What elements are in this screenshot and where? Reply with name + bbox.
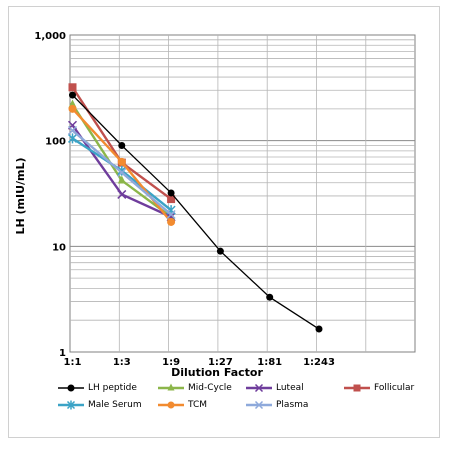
legend-item: Luteal	[244, 382, 344, 394]
data-point	[315, 325, 323, 333]
data-point	[69, 91, 76, 99]
data-point	[166, 209, 176, 220]
series-tcm	[68, 104, 176, 226]
data-point	[68, 104, 77, 113]
legend-item: LH peptide	[56, 382, 156, 394]
data-point	[266, 293, 274, 301]
legend-item: TCM	[156, 399, 256, 411]
x-tick-label: 1:1	[64, 357, 82, 368]
legend-item: Mid-Cycle	[156, 382, 256, 394]
x-tick-label: 1:81	[257, 357, 282, 368]
data-point	[167, 383, 175, 391]
legend-swatch	[246, 383, 272, 393]
legend-swatch	[158, 401, 184, 409]
tick-labels: 1 10 100 1,000 1:1 1:3 1:9 1:27 1:81 1:243	[34, 31, 335, 368]
legend-item: Male Serum	[56, 399, 156, 411]
data-point	[68, 83, 77, 92]
legend-swatch	[58, 400, 84, 410]
legend-label: Plasma	[276, 400, 309, 410]
legend-label: Mid-Cycle	[188, 383, 232, 393]
legend-item: Plasma	[244, 399, 344, 411]
legend-label: Follicular	[374, 383, 415, 393]
series-line	[72, 94, 320, 330]
legend-label: LH peptide	[88, 383, 137, 393]
data-point	[254, 383, 264, 393]
data-point	[117, 157, 126, 166]
chart-frame	[8, 6, 440, 438]
y-tick-label: 1	[59, 348, 66, 359]
data-point	[117, 175, 126, 184]
legend-item: Follicular	[342, 382, 442, 394]
y-tick-label: 1,000	[34, 31, 66, 42]
x-tick-label: 1:27	[208, 357, 233, 368]
data-point	[254, 400, 264, 410]
legend-swatch	[344, 384, 370, 392]
data-point	[167, 189, 175, 197]
x-axis-label: Dilution Factor	[171, 366, 263, 379]
y-tick-label: 10	[52, 242, 66, 253]
legend-label: TCM	[188, 400, 208, 410]
x-tick-label: 1:9	[162, 357, 180, 368]
x-tick-label: 1:243	[303, 357, 335, 368]
legend-swatch	[246, 400, 272, 410]
grid	[69, 34, 416, 353]
data-point	[67, 125, 78, 135]
data-point	[67, 133, 78, 144]
legend-label: Male Serum	[88, 400, 142, 410]
data-point	[216, 247, 224, 255]
legend-swatch	[158, 383, 184, 391]
data-point	[353, 384, 361, 392]
y-tick-label: 100	[45, 137, 66, 148]
data-point	[118, 142, 126, 150]
series-plasma	[67, 125, 176, 220]
legend-label: Luteal	[276, 383, 304, 393]
x-tick-label: 1:3	[113, 357, 131, 368]
data-point	[117, 189, 127, 199]
data-point	[167, 401, 175, 409]
legend-swatch	[58, 384, 84, 392]
series-layer	[67, 83, 323, 333]
data-point	[117, 167, 127, 178]
plot-area	[69, 34, 416, 353]
data-point	[167, 195, 176, 204]
data-point	[67, 384, 75, 392]
series-lh-peptide	[69, 91, 323, 333]
data-point	[167, 217, 176, 226]
y-axis-label: LH (mIU/mL)	[14, 157, 27, 234]
data-point	[66, 400, 76, 410]
